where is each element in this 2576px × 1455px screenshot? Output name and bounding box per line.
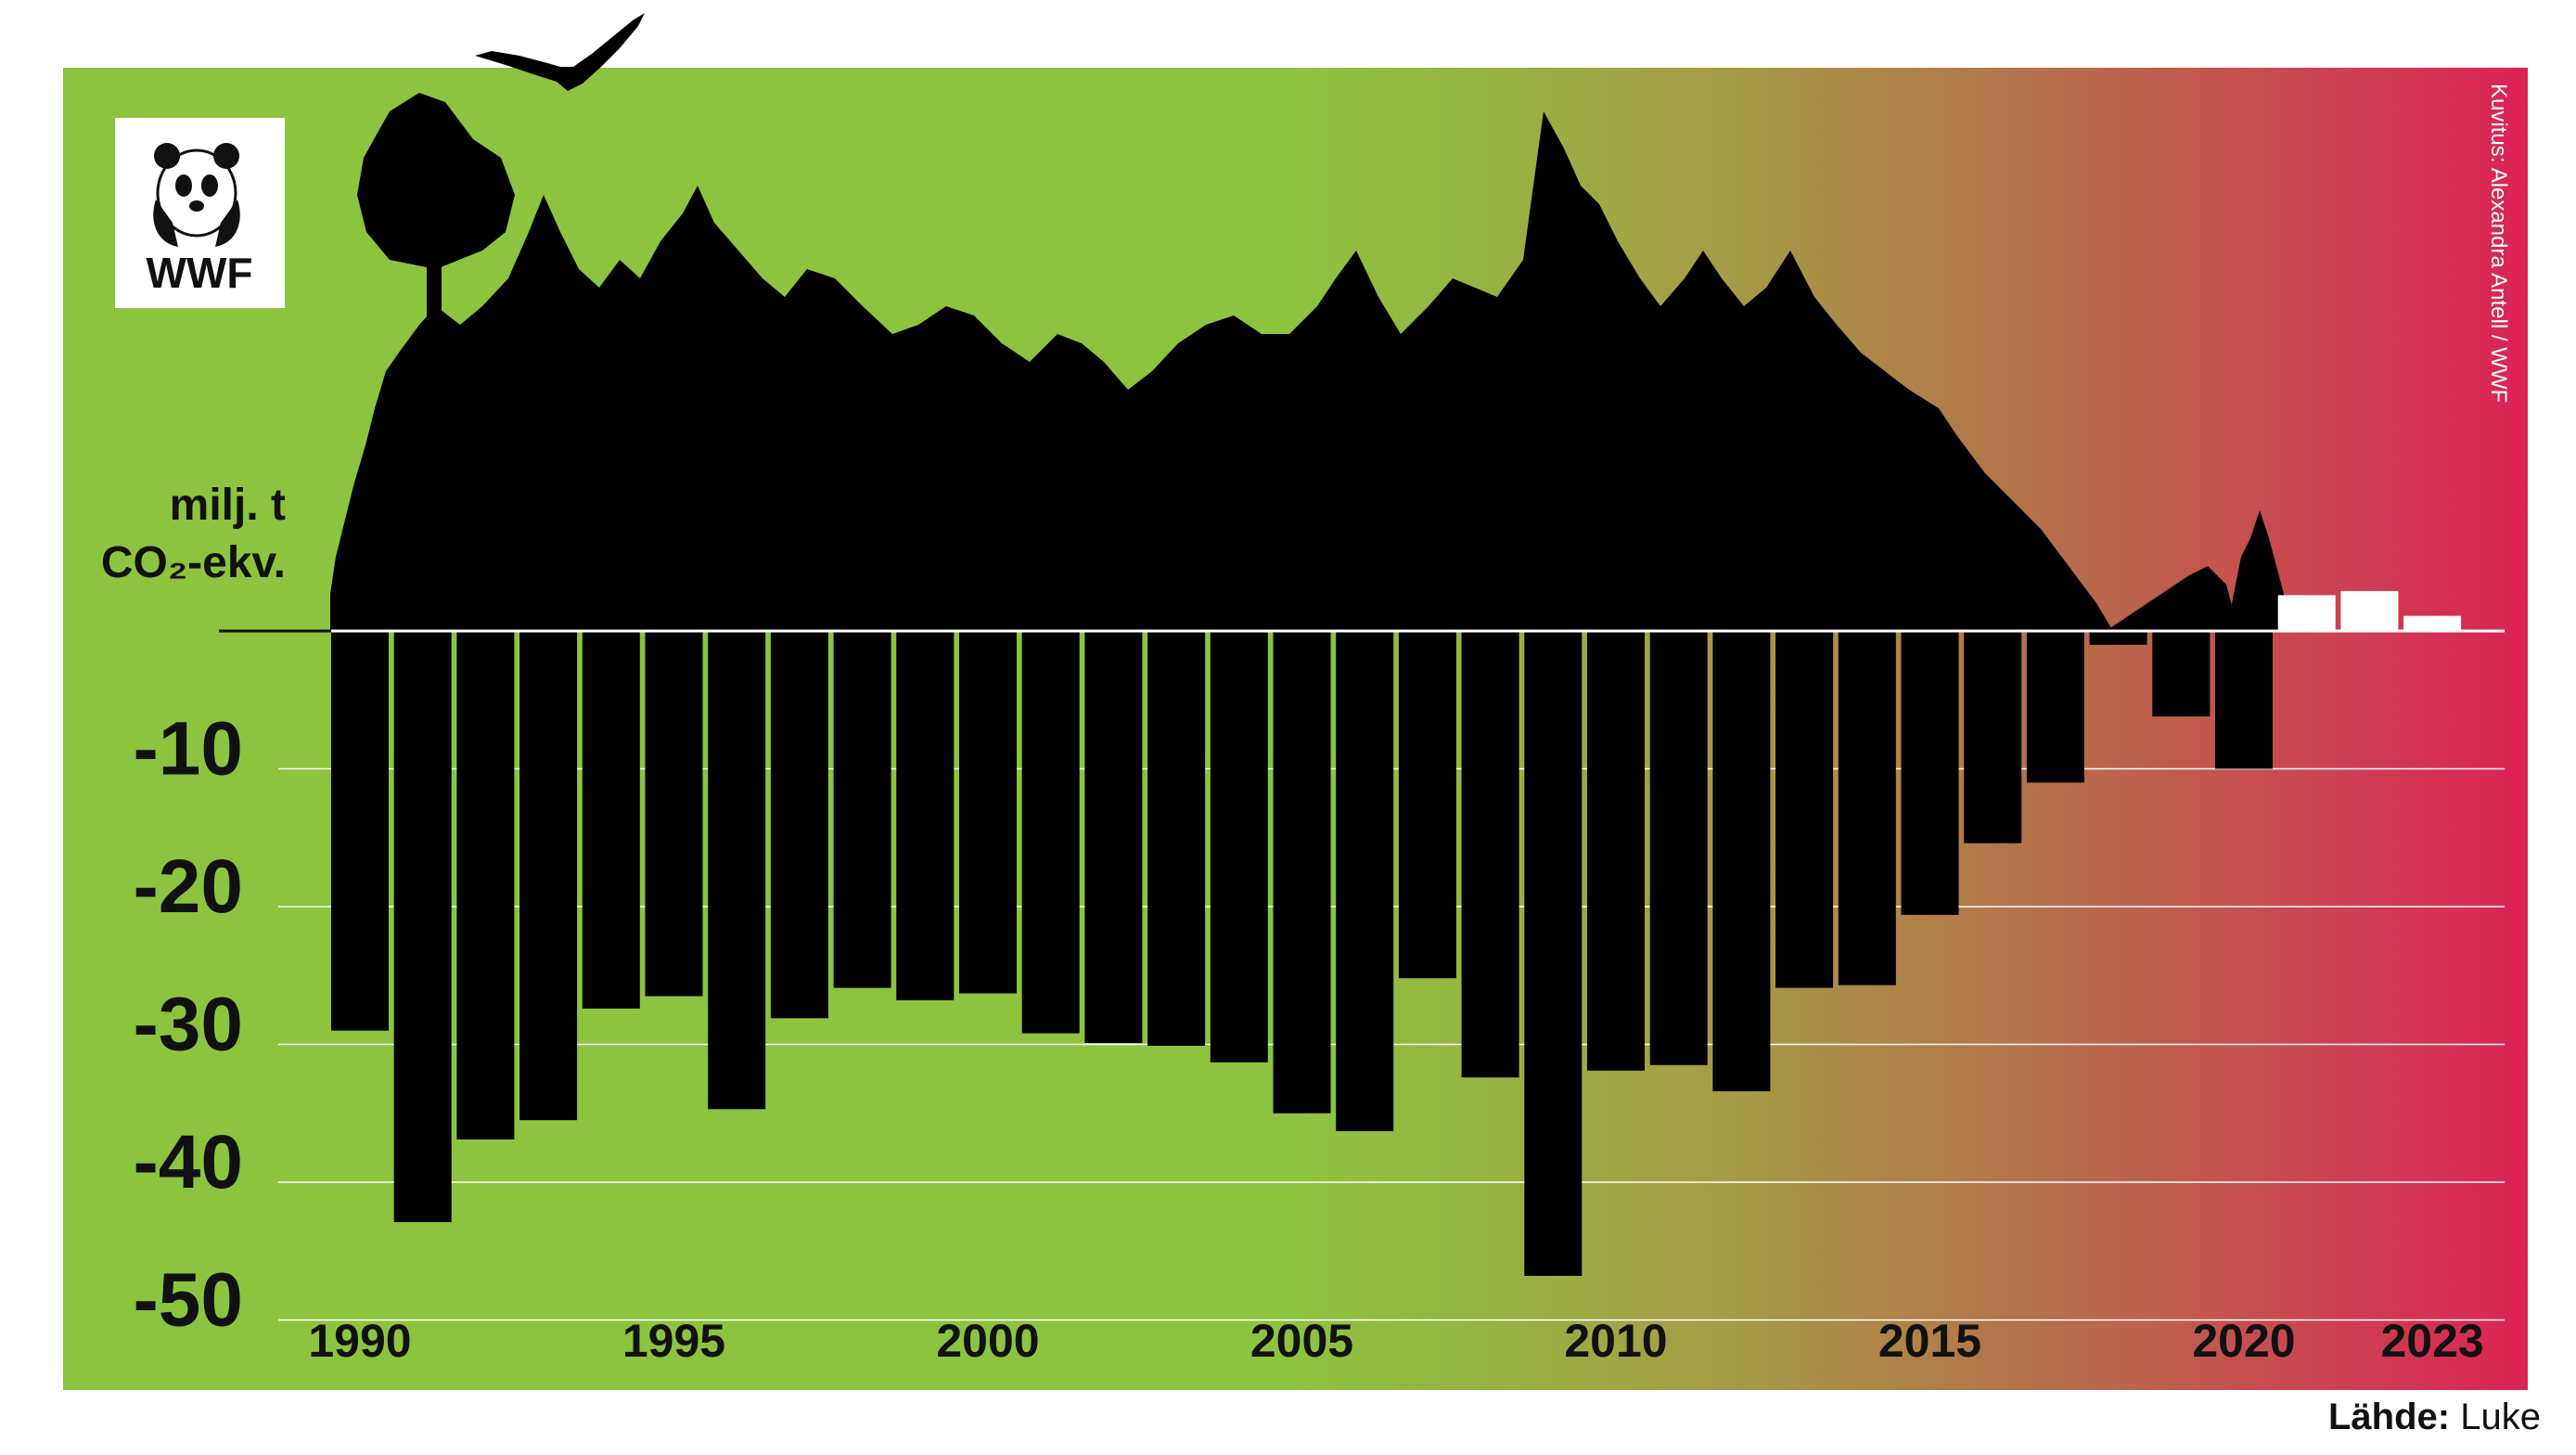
ytick-label: -20 [133, 844, 243, 929]
xtick-label: 2000 [936, 1315, 1039, 1367]
x-axis-ticks: 1990 1995 2000 2005 2010 2015 2020 2023 [308, 1315, 2483, 1367]
y-axis-ticks: -10 -20 -30 -40 -50 [133, 707, 243, 1343]
ytick-label: -30 [133, 983, 243, 1067]
bar-2011 [1649, 631, 1708, 1065]
bar-2003 [1147, 631, 1206, 1046]
logo-text: WWF [147, 249, 253, 297]
bar-2001 [1021, 631, 1080, 1034]
bar-1995 [645, 631, 703, 997]
bar-2017 [2026, 631, 2084, 783]
bar-2016 [1964, 631, 2022, 843]
xtick-label: 1990 [308, 1315, 411, 1367]
xtick-label: 2023 [2380, 1315, 2483, 1367]
source-label: Lähde: [2328, 1397, 2451, 1437]
bar-1999 [896, 631, 955, 1000]
bar-2022 [2340, 590, 2399, 631]
bar-2006 [1336, 631, 1394, 1132]
bar-1993 [519, 631, 578, 1121]
bar-2014 [1838, 631, 1896, 985]
bar-2013 [1775, 631, 1834, 988]
unit-label-line2: CO₂-ekv. [101, 538, 286, 587]
bar-1992 [456, 631, 515, 1140]
bar-1994 [582, 631, 640, 1009]
wwf-logo: WWF [115, 118, 285, 308]
bar-2021 [2277, 595, 2336, 631]
ytick-label: -10 [133, 707, 243, 792]
bar-2004 [1210, 631, 1268, 1062]
bar-1996 [708, 631, 766, 1110]
eagle-icon [475, 13, 645, 91]
bar-2009 [1524, 631, 1583, 1276]
panda-icon [153, 143, 240, 247]
bar-2008 [1461, 631, 1519, 1078]
bar-2015 [1901, 631, 1959, 915]
bar-1990 [331, 631, 389, 1031]
source-value: Luke [2460, 1397, 2541, 1437]
credit-text: Kuvitus: Alexandra Antell / WWF [2486, 84, 2511, 403]
bar-2020 [2215, 631, 2273, 769]
bar-2019 [2152, 631, 2211, 717]
forest-silhouette-icon [330, 13, 2291, 631]
ytick-label: -40 [133, 1120, 243, 1204]
bar-2007 [1398, 631, 1456, 979]
xtick-label: 1995 [622, 1315, 725, 1367]
xtick-label: 2020 [2192, 1315, 2295, 1367]
bar-1991 [393, 631, 452, 1223]
bar-2018 [2089, 631, 2147, 645]
xtick-label: 2005 [1250, 1315, 1353, 1367]
bar-2005 [1273, 631, 1331, 1114]
bar-2002 [1084, 631, 1143, 1044]
bar-1998 [833, 631, 891, 988]
bar-2010 [1587, 631, 1645, 1071]
unit-label-line1: milj. t [170, 481, 286, 530]
bars [331, 590, 2462, 1276]
ytick-label: -50 [133, 1258, 243, 1343]
bar-1997 [770, 631, 828, 1019]
bar-2023 [2403, 615, 2462, 631]
bar-2012 [1712, 631, 1771, 1091]
source-line: Lähde: Luke [2328, 1397, 2541, 1438]
xtick-label: 2010 [1564, 1315, 1667, 1367]
bar-2000 [959, 631, 1017, 994]
xtick-label: 2015 [1878, 1315, 1981, 1367]
